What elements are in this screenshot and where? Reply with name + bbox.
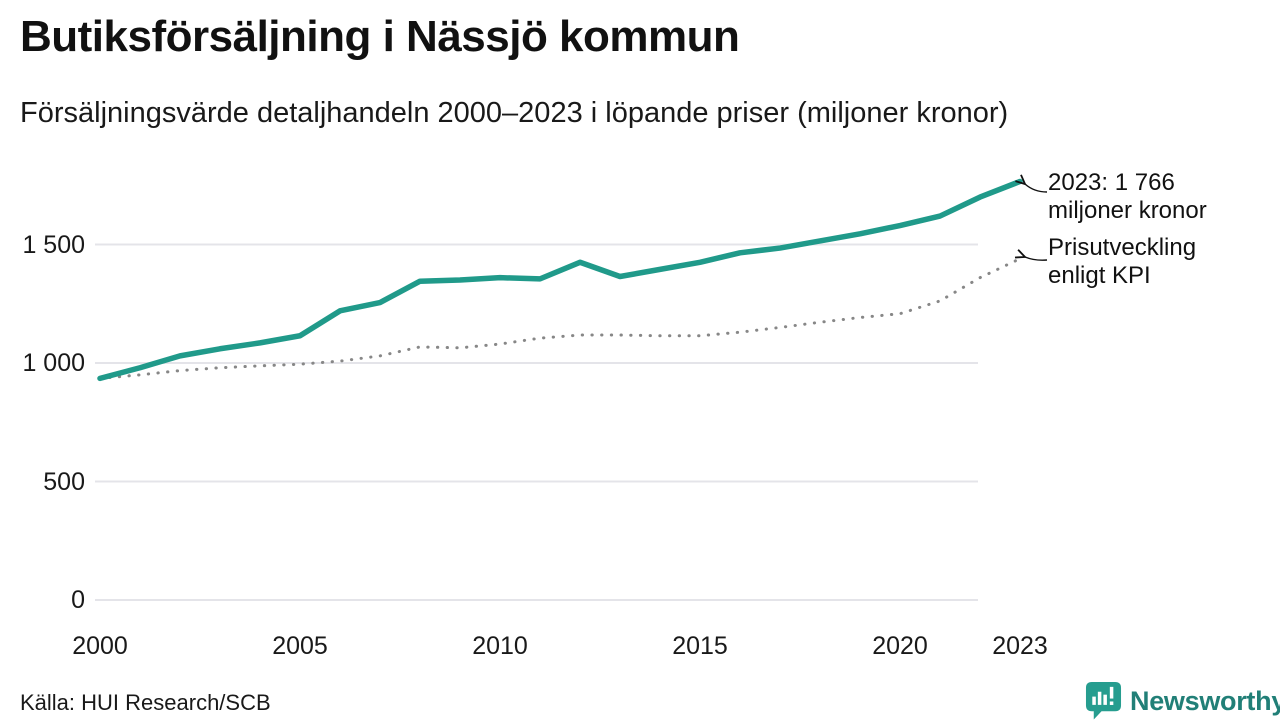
annotation-kpi-line2: enligt KPI <box>1048 262 1151 289</box>
x-tick-label: 2020 <box>872 632 928 660</box>
page-subtitle: Försäljningsvärde detaljhandeln 2000–202… <box>20 97 1009 129</box>
chart-series <box>97 178 1023 382</box>
series-kpi-line <box>98 257 1022 380</box>
annotation-kpi-line1: Prisutveckling <box>1048 234 1197 261</box>
annotation-arrow-kpi <box>1025 257 1048 261</box>
gridlines <box>95 243 978 601</box>
y-tick-label: 1 500 <box>22 230 85 259</box>
annotation-arrow-sales <box>1025 184 1048 193</box>
x-tick-label: 2015 <box>672 632 728 660</box>
page-title: Butiksförsäljning i Nässjö kommun <box>20 12 740 61</box>
annotation-kpi: Prisutveckling enligt KPI <box>1048 234 1196 290</box>
series-sales-line <box>97 178 1023 382</box>
source-note: Källa: HUI Research/SCB <box>20 690 271 715</box>
newsworthy-logo: Newsworthy <box>1085 681 1280 720</box>
x-tick-label: 2000 <box>72 632 128 660</box>
x-tick-label: 2010 <box>472 632 528 660</box>
x-tick-label: 2005 <box>272 632 328 660</box>
y-tick-label: 1 000 <box>22 349 85 377</box>
annotation-sales-line2: miljoner kronor <box>1048 197 1207 224</box>
x-tick-label: 2023 <box>992 632 1048 660</box>
newsworthy-logo-text: Newsworthy <box>1130 685 1280 716</box>
annotation-sales-line1: 2023: 1 766 <box>1048 169 1175 196</box>
y-tick-label: 0 <box>71 586 85 614</box>
annotation-sales-2023: 2023: 1 766 miljoner kronor <box>1048 169 1207 225</box>
newsworthy-logo-icon <box>1085 682 1122 720</box>
y-tick-label: 500 <box>43 467 85 496</box>
